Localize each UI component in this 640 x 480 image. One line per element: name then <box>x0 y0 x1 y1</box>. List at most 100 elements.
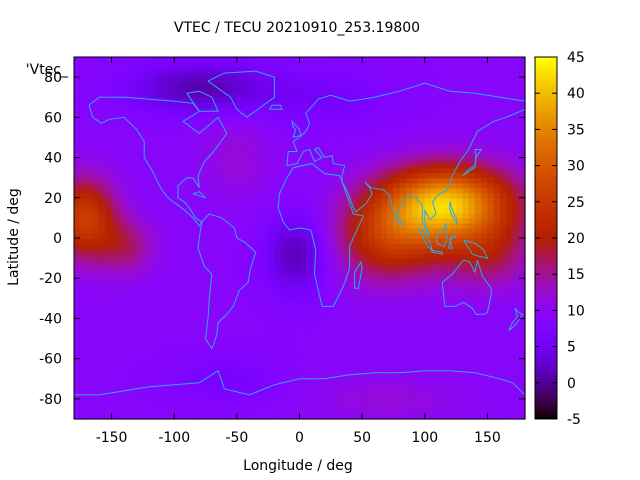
heatmap-cell <box>174 268 182 274</box>
heatmap-cell <box>362 107 369 113</box>
heatmap-cell <box>230 238 238 244</box>
heatmap-cell <box>368 167 376 174</box>
heatmap-cell <box>324 403 332 410</box>
heatmap-cell <box>506 82 514 88</box>
heatmap-cell <box>124 413 131 420</box>
heatmap-cell <box>268 82 276 88</box>
heatmap-cell <box>218 172 225 179</box>
heatmap-cell <box>280 122 288 128</box>
heatmap-cell <box>186 162 194 169</box>
heatmap-cell <box>481 273 489 279</box>
heatmap-cell <box>124 152 131 159</box>
heatmap-cell <box>487 388 495 395</box>
heatmap-cell <box>111 333 119 340</box>
heatmap-cell <box>280 177 288 184</box>
heatmap-cell <box>86 82 94 88</box>
heatmap-cell <box>393 278 401 284</box>
heatmap-cell <box>305 303 313 309</box>
heatmap-cell <box>186 87 194 93</box>
heatmap-cell <box>481 328 489 335</box>
heatmap-cell <box>518 127 526 134</box>
heatmap-cell <box>412 328 420 335</box>
heatmap-cell <box>117 67 125 73</box>
heatmap-cell <box>305 238 313 244</box>
heatmap-cell <box>512 202 520 209</box>
heatmap-cell <box>286 142 294 149</box>
heatmap-cell <box>431 383 438 390</box>
heatmap-cell <box>199 72 207 78</box>
heatmap-cell <box>462 388 470 395</box>
heatmap-cell <box>324 268 332 274</box>
heatmap-cell <box>499 197 507 204</box>
heatmap-cell <box>218 212 225 219</box>
heatmap-cell <box>286 408 294 415</box>
heatmap-cell <box>255 388 263 395</box>
heatmap-cell <box>99 268 106 274</box>
heatmap-cell <box>92 353 100 360</box>
heatmap-cell <box>362 383 369 390</box>
heatmap-cell <box>312 288 319 294</box>
heatmap-cell <box>186 308 194 315</box>
heatmap-cell <box>255 358 263 365</box>
heatmap-cell <box>124 388 131 395</box>
heatmap-cell <box>130 182 138 189</box>
heatmap-cell <box>255 348 263 355</box>
heatmap-cell <box>255 217 263 224</box>
heatmap-cell <box>405 137 413 144</box>
heatmap-cell <box>374 162 382 169</box>
heatmap-cell <box>161 162 169 169</box>
heatmap-cell <box>261 268 269 274</box>
heatmap-cell <box>111 137 119 144</box>
heatmap-cell <box>355 212 363 219</box>
heatmap-cell <box>380 313 388 320</box>
heatmap-cell <box>506 278 514 284</box>
heatmap-cell <box>393 293 401 299</box>
heatmap-cell <box>506 253 514 259</box>
heatmap-cell <box>349 413 357 420</box>
heatmap-cell <box>481 72 489 78</box>
heatmap-cell <box>186 403 194 410</box>
heatmap-cell <box>481 278 489 284</box>
heatmap-cell <box>249 172 257 179</box>
heatmap-cell <box>86 368 94 375</box>
heatmap-cell <box>280 278 288 284</box>
heatmap-cell <box>499 313 507 320</box>
heatmap-cell <box>293 308 301 315</box>
heatmap-cell <box>211 192 219 199</box>
heatmap-cell <box>249 142 257 149</box>
heatmap-cell <box>255 263 263 269</box>
heatmap-cell <box>105 162 113 169</box>
heatmap-cell <box>518 383 526 390</box>
heatmap-cell <box>468 378 476 385</box>
heatmap-cell <box>274 112 282 118</box>
heatmap-cell <box>299 147 307 154</box>
heatmap-cell <box>506 293 514 299</box>
heatmap-cell <box>117 92 125 98</box>
heatmap-cell <box>142 263 150 269</box>
heatmap-cell <box>205 187 213 194</box>
heatmap-cell <box>518 408 526 415</box>
heatmap-cell <box>474 298 482 304</box>
heatmap-cell <box>368 338 376 345</box>
heatmap-cell <box>111 87 119 93</box>
heatmap-cell <box>74 333 81 340</box>
heatmap-cell <box>499 112 507 118</box>
heatmap-cell <box>199 92 207 98</box>
heatmap-cell <box>318 278 326 284</box>
heatmap-cell <box>74 353 81 360</box>
heatmap-cell <box>224 288 232 294</box>
heatmap-cell <box>512 222 520 229</box>
heatmap-cell <box>299 127 307 134</box>
heatmap-cell <box>261 353 269 360</box>
heatmap-cell <box>374 232 382 239</box>
heatmap-cell <box>236 318 244 325</box>
heatmap-cell <box>518 378 526 385</box>
heatmap-cell <box>117 403 125 410</box>
heatmap-cell <box>437 408 445 415</box>
heatmap-cell <box>512 137 520 144</box>
heatmap-cell <box>499 343 507 350</box>
heatmap-cell <box>261 137 269 144</box>
heatmap-cell <box>186 273 194 279</box>
heatmap-cell <box>380 263 388 269</box>
heatmap-cell <box>255 403 263 410</box>
